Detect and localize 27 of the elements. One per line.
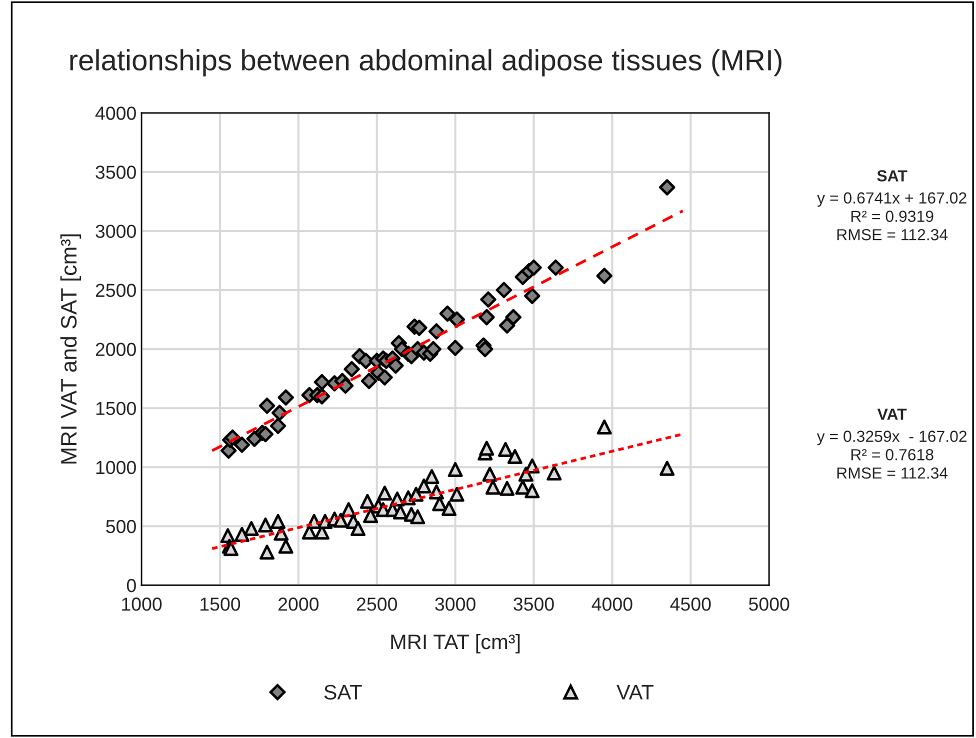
text: y = 0.3259x - 167.02 R² = 0.7618 RMSE = 112.34 [816,430,967,479]
x-tick-label: 3500 [514,598,554,611]
y-tick-label: 0 [126,578,136,592]
x-tick-label: 2000 [278,598,319,611]
x-tick-label: 1000 [122,598,162,611]
x-tick-label: 1500 [200,598,240,611]
x-axis-title: MRI TAT [cm³] [391,634,520,654]
chart-title: relationships between abdominal adipose tissues (MRI) [70,49,782,76]
text: y = 0.6741x + 167.02 R² = 0.9319 RMSE = 112.34 [817,192,966,240]
x-tick-label: 4000 [592,598,632,611]
y-tick-label: 3000 [96,224,136,238]
y-tick-label: 2000 [96,342,136,356]
x-tick-label: 4500 [670,598,711,611]
legend-label: VAT [616,685,654,700]
x-tick-label: 3000 [435,598,476,611]
text: VAT [877,408,907,420]
text: SAT [877,170,908,182]
y-tick-label: 1000 [96,460,136,474]
y-tick-label: 500 [106,520,136,534]
y-tick-label: 4000 [95,106,136,120]
y-tick-label: 3500 [96,166,136,179]
x-tick-label: 2500 [356,598,397,611]
y-axis-title: MRI VAT and SAT [cm³] [60,234,82,464]
y-tick-label: 1500 [96,402,136,416]
y-tick-label: 2500 [96,284,136,298]
legend-label: SAT [324,684,362,700]
x-tick-label: 5000 [748,598,790,611]
